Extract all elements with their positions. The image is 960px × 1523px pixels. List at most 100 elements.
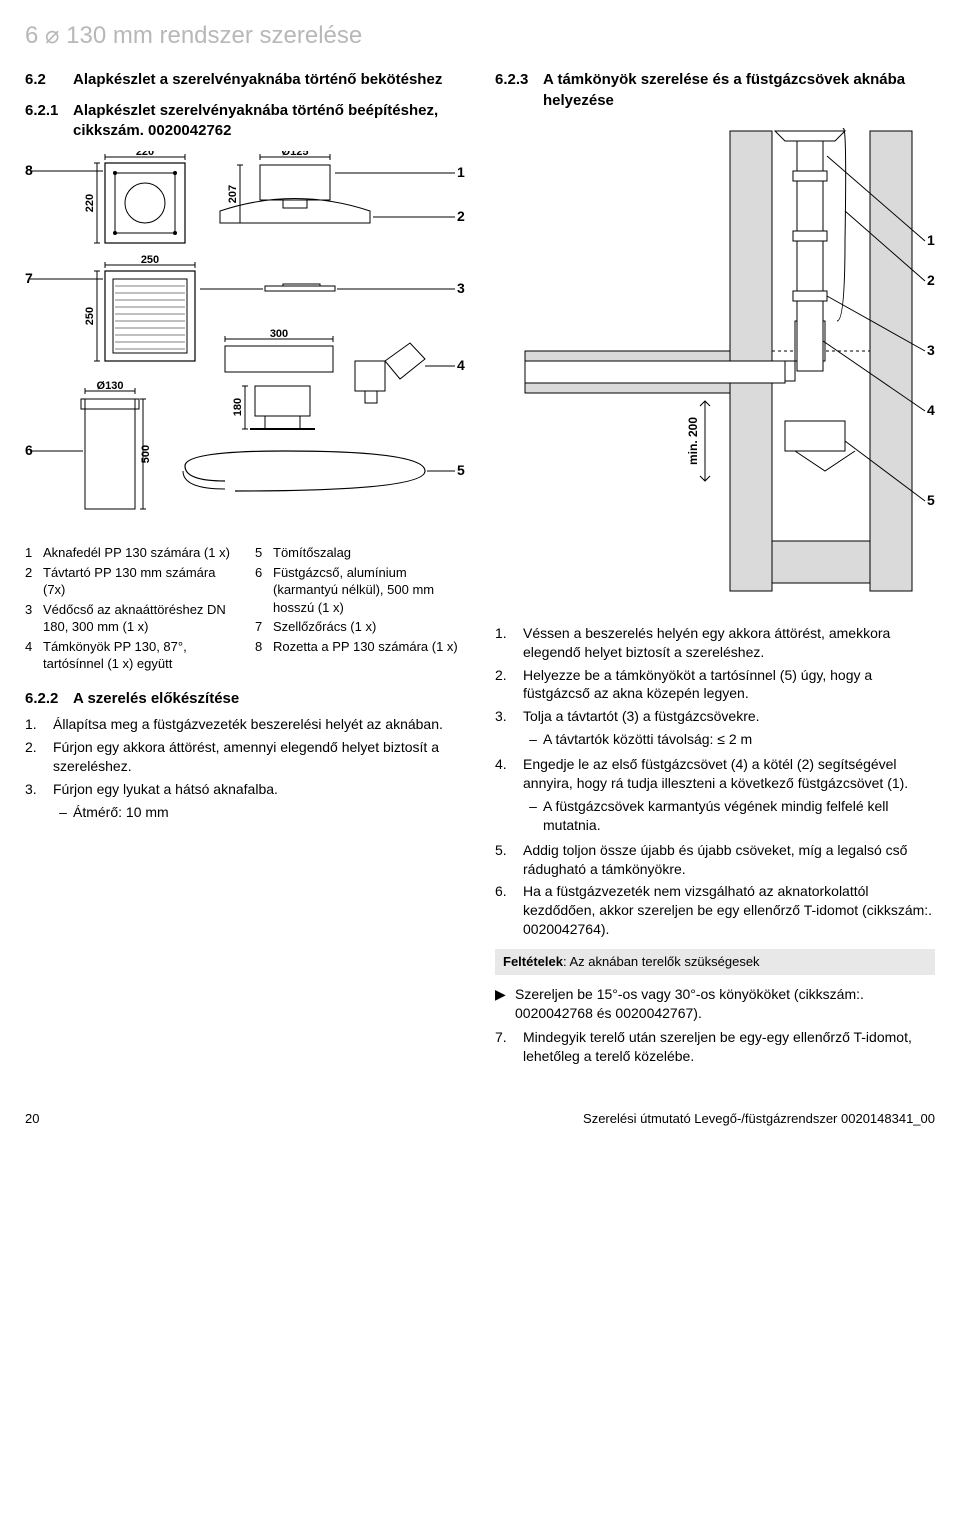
dash-icon: –	[523, 797, 543, 835]
dim-min200: min. 200	[686, 417, 700, 465]
steps-6-2-3c: 5.Addig toljon össze újabb és újabb csöv…	[495, 841, 935, 939]
dim-180: 180	[232, 398, 244, 416]
dash-icon: –	[523, 730, 543, 749]
right-column: 6.2.3 A támkönyök szerelése és a füstgáz…	[495, 70, 935, 1070]
heading-text: A szerelés előkészítése	[73, 689, 239, 709]
callout-3: 3	[457, 280, 465, 296]
heading-text: Alapkészlet szerelvényaknába történő beé…	[73, 101, 465, 142]
dim-500: 500	[140, 445, 152, 463]
legend-text: Támkönyök PP 130, 87°, tartósínnel (1 x)…	[43, 638, 235, 673]
condition-text: : Az aknában terelők szükségesek	[563, 954, 760, 969]
dim-220v: 220	[84, 194, 96, 212]
legend-num: 7	[255, 618, 273, 636]
legend-item: 8Rozetta a PP 130 számára (1 x)	[255, 638, 465, 656]
step-text: Fúrjon egy lyukat a hátsó aknafalba.	[53, 780, 465, 799]
step-num: 7.	[495, 1028, 523, 1066]
dim-220: 220	[136, 151, 154, 158]
callout-8: 8	[25, 162, 33, 178]
heading-text: A támkönyök szerelése és a füstgázcsövek…	[543, 70, 935, 111]
callout-4: 4	[457, 357, 465, 373]
legend-item: 6Füstgázcső, alumínium (karmantyú nélkül…	[255, 564, 465, 617]
heading-num: 6.2.1	[25, 101, 73, 142]
dim-207: 207	[227, 185, 239, 203]
sub-text: Átmérő: 10 mm	[73, 803, 169, 822]
step-text: Helyezze be a támkönyököt a tartósínnel …	[523, 666, 935, 704]
steps-6-2-3: 1.Véssen a beszerelés helyén egy akkora …	[495, 624, 935, 726]
page-number: 20	[25, 1110, 39, 1128]
step-text: Engedje le az első füstgázcsövet (4) a k…	[523, 755, 935, 793]
doc-id: Szerelési útmutató Levegő-/füstgázrendsz…	[583, 1110, 935, 1128]
page-footer: 20 Szerelési útmutató Levegő-/füstgázren…	[25, 1110, 935, 1128]
legend-num: 6	[255, 564, 273, 617]
condition-box: Feltételek: Az aknában terelők szükséges…	[495, 949, 935, 975]
diagram-1: 220 220 8 Ø125 207 1	[25, 151, 465, 526]
dim-250v: 250	[84, 307, 96, 325]
diagram-1-svg: 220 220 8 Ø125 207 1	[25, 151, 465, 521]
legend-num: 5	[255, 544, 273, 562]
legend-item: 3Védőcső az aknaáttöréshez DN 180, 300 m…	[25, 601, 235, 636]
legend-num: 2	[25, 564, 43, 599]
legend-text: Tömítőszalag	[273, 544, 465, 562]
dash-icon: –	[53, 803, 73, 822]
heading-6-2-3: 6.2.3 A támkönyök szerelése és a füstgáz…	[495, 70, 935, 111]
step-num: 2.	[25, 738, 53, 776]
steps-6-2-3b: 4.Engedje le az első füstgázcsövet (4) a…	[495, 755, 935, 793]
heading-num: 6.2.2	[25, 689, 73, 709]
legend-item: 5Tömítőszalag	[255, 544, 465, 562]
callout-1: 1	[457, 164, 465, 180]
legend-text: Aknafedél PP 130 számára (1 x)	[43, 544, 235, 562]
diagram-2: min. 200 1 2 3 4 5	[495, 121, 935, 606]
legend-item: 7Szellőzőrács (1 x)	[255, 618, 465, 636]
callout-2: 2	[457, 208, 465, 224]
heading-num: 6.2.3	[495, 70, 543, 111]
step-text: Addig toljon össze újabb és újabb csövek…	[523, 841, 935, 879]
legend-text: Távtartó PP 130 mm számára (7x)	[43, 564, 235, 599]
callout-1: 1	[927, 232, 935, 248]
step-num: 3.	[25, 780, 53, 799]
step-num: 1.	[495, 624, 523, 662]
steps-6-2-2: 1.Állapítsa meg a füstgázvezeték beszere…	[25, 715, 465, 799]
sub-text: A füstgázcsövek karmantyús végének mindi…	[543, 797, 935, 835]
callout-5: 5	[927, 492, 935, 508]
step-text: Véssen a beszerelés helyén egy akkora át…	[523, 624, 935, 662]
arrow-icon: ▶	[495, 985, 515, 1023]
sub-dash: –A füstgázcsövek karmantyús végének mind…	[523, 797, 935, 835]
page-title: 6 ⌀ 130 mm rendszer szerelése	[25, 20, 935, 52]
legend-text: Szellőzőrács (1 x)	[273, 618, 465, 636]
dim-250: 250	[141, 254, 159, 266]
steps-6-2-3d: 7.Mindegyik terelő után szereljen be egy…	[495, 1028, 935, 1066]
callout-3: 3	[927, 342, 935, 358]
sub-text: A távtartók közötti távolság: ≤ 2 m	[543, 730, 752, 749]
legend-num: 1	[25, 544, 43, 562]
callout-4: 4	[927, 402, 935, 418]
legend-col-b: 5Tömítőszalag 6Füstgázcső, alumínium (ka…	[255, 544, 465, 675]
dim-phi130: Ø130	[97, 380, 124, 392]
heading-text: Alapkészlet a szerelvényaknába történő b…	[73, 70, 465, 90]
legend-num: 3	[25, 601, 43, 636]
callout-5: 5	[457, 462, 465, 478]
step-text: Fúrjon egy akkora áttörést, amennyi eleg…	[53, 738, 465, 776]
legend-item: 2Távtartó PP 130 mm számára (7x)	[25, 564, 235, 599]
heading-6-2-2: 6.2.2 A szerelés előkészítése	[25, 689, 465, 709]
heading-6-2-1: 6.2.1 Alapkészlet szerelvényaknába törté…	[25, 101, 465, 142]
step-text: Ha a füstgázvezeték nem vizsgálható az a…	[523, 882, 935, 939]
step-num: 6.	[495, 882, 523, 939]
arrow-text: Szereljen be 15°-os vagy 30°-os könyökök…	[515, 985, 935, 1023]
step-num: 2.	[495, 666, 523, 704]
step-num: 5.	[495, 841, 523, 879]
dim-300: 300	[270, 328, 288, 340]
main-columns: 6. 2 Alapkészlet a szerelvényaknába törté…	[25, 70, 935, 1070]
condition-label: Feltételek	[503, 954, 563, 969]
legend-num: 4	[25, 638, 43, 673]
step-num: 1.	[25, 715, 53, 734]
callout-6: 6	[25, 442, 33, 458]
heading-6-2: 6.2 Alapkészlet a szerelvényaknába törté…	[25, 70, 465, 90]
diagram-2-svg: min. 200 1 2 3 4 5	[495, 121, 935, 601]
callout-7: 7	[25, 270, 33, 286]
left-column: 6.2 Alapkészlet a szerelvényaknába törté…	[25, 70, 465, 1070]
legend-text: Füstgázcső, alumínium (karmantyú nélkül)…	[273, 564, 465, 617]
legend-text: Rozetta a PP 130 számára (1 x)	[273, 638, 465, 656]
step-text: Mindegyik terelő után szereljen be egy-e…	[523, 1028, 935, 1066]
legend-text: Védőcső az aknaáttöréshez DN 180, 300 mm…	[43, 601, 235, 636]
legend-item: 4Támkönyök PP 130, 87°, tartósínnel (1 x…	[25, 638, 235, 673]
